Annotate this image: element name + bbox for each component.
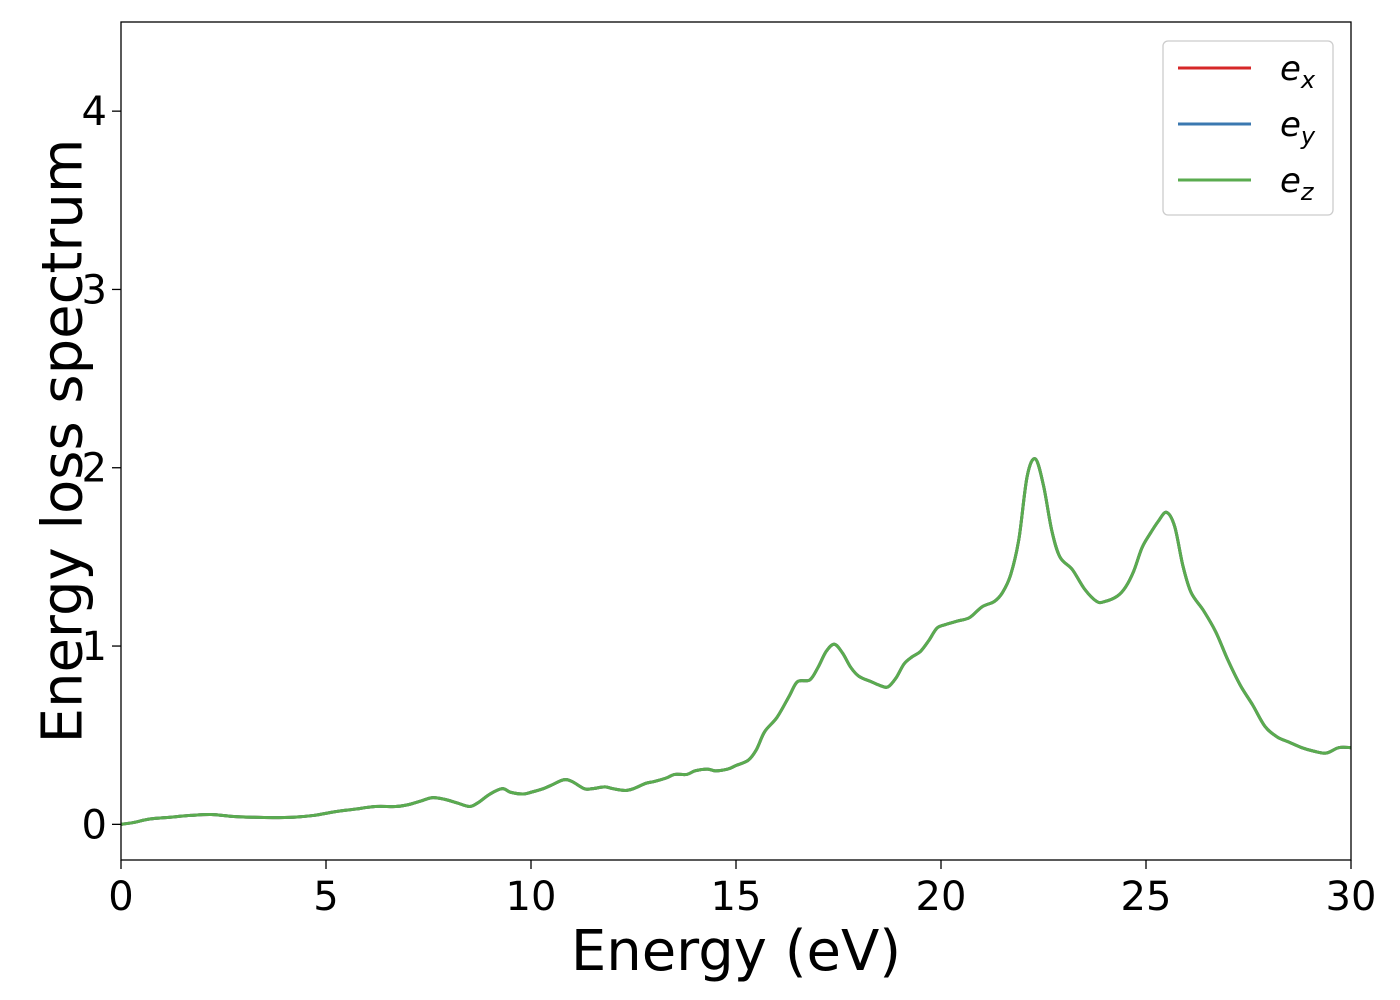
legend-label-base: e (1280, 161, 1301, 201)
y-axis-title: Energy loss spectrum (31, 139, 96, 744)
x-tick-label: 5 (313, 874, 338, 920)
y-tick-label: 0 (82, 802, 107, 848)
x-tick-label: 25 (1121, 874, 1172, 920)
y-tick-label: 4 (82, 89, 107, 135)
legend-label-subscript: z (1300, 178, 1315, 206)
legend-label-base: e (1280, 49, 1301, 89)
x-tick-label: 20 (916, 874, 967, 920)
legend-label-base: e (1280, 105, 1301, 145)
x-axis-title: Energy (eV) (571, 919, 901, 984)
legend-label-subscript: x (1300, 66, 1316, 94)
x-tick-label: 0 (108, 874, 133, 920)
x-tick-label: 15 (711, 874, 762, 920)
x-tick-label: 30 (1326, 874, 1377, 920)
x-tick-label: 10 (506, 874, 557, 920)
legend-label-subscript: y (1300, 122, 1316, 150)
